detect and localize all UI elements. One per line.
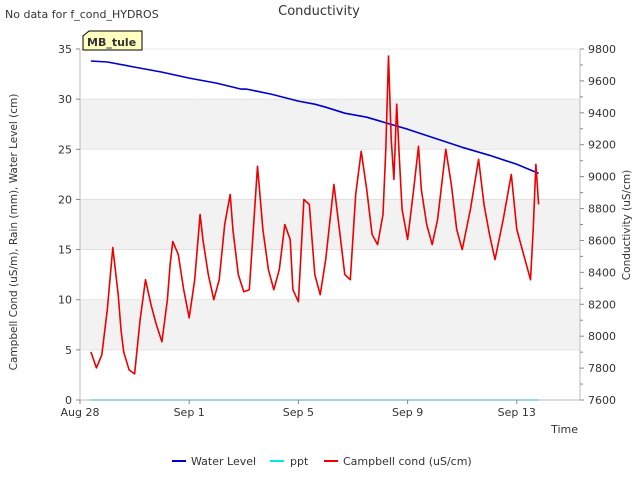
chart-title: Conductivity (278, 4, 360, 19)
series-campbell-cond (90, 55, 540, 375)
band-2 (80, 99, 580, 150)
legend: Water Level ppt Campbell cond (uS/cm) (172, 455, 472, 468)
tick-label-right-8000: 8000 (588, 330, 616, 343)
tick-label-x-0: Aug 28 (61, 406, 100, 419)
no-data-note: No data for f_cond_HYDROS (5, 8, 159, 21)
tick-label-right-9000: 9000 (588, 171, 616, 184)
tick-label-left-20: 20 (58, 193, 72, 206)
tick-label-right-9800: 9800 (588, 43, 616, 56)
tick-label-left-30: 30 (58, 93, 72, 106)
tick-label-left-35: 35 (58, 43, 72, 56)
tick-label-right-8800: 8800 (588, 203, 616, 216)
y-axis-right-label: Conductivity (uS/cm) (621, 170, 633, 280)
legend-label-water-level: Water Level (191, 455, 256, 468)
tick-label-left-15: 15 (58, 244, 72, 257)
tick-label-right-7800: 7800 (588, 362, 616, 375)
tick-label-x-12: Sep 9 (392, 406, 423, 419)
tick-label-right-7600: 7600 (588, 394, 616, 407)
tick-label-x-16: Sep 13 (498, 406, 536, 419)
legend-label-ppt: ppt (290, 455, 309, 468)
tick-label-right-9400: 9400 (588, 107, 616, 120)
tick-label-left-10: 10 (58, 294, 72, 307)
tick-label-left-5: 5 (65, 344, 72, 357)
tick-label-left-25: 25 (58, 143, 72, 156)
legend-label-campbell: Campbell cond (uS/cm) (343, 455, 472, 468)
y-axis-left-label: Campbell Cond (uS/m), Rain (mm), Water L… (8, 94, 20, 371)
site-label: MB_tule (87, 36, 136, 49)
tick-label-x-4: Sep 1 (174, 406, 205, 419)
tick-label-right-9600: 9600 (588, 75, 616, 88)
tick-label-right-8400: 8400 (588, 266, 616, 279)
x-axis-label: Time (550, 423, 578, 436)
ticks: 0 5 10 15 20 25 30 35 7600 7800 8000 8200 8400 8600 88… (58, 43, 616, 419)
tick-label-left-0: 0 (65, 394, 72, 407)
tick-label-right-8600: 8600 (588, 234, 616, 247)
band-0 (80, 299, 580, 350)
tick-label-x-8: Sep 5 (283, 406, 314, 419)
tick-label-right-8200: 8200 (588, 298, 616, 311)
site-label-badge: MB_tule (82, 30, 143, 51)
series-water-level (90, 60, 539, 175)
tick-label-right-9200: 9200 (588, 139, 616, 152)
